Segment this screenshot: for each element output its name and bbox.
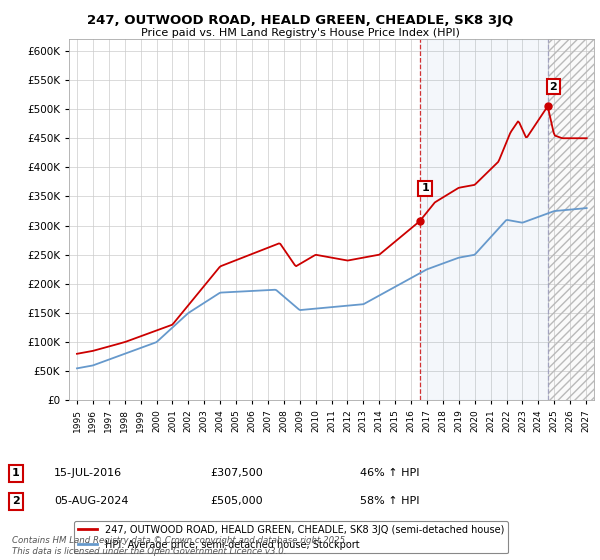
Text: 58% ↑ HPI: 58% ↑ HPI: [360, 496, 419, 506]
Bar: [419, 39, 548, 400]
Text: 05-AUG-2024: 05-AUG-2024: [54, 496, 128, 506]
Bar: [548, 39, 594, 400]
Bar: [548, 39, 594, 400]
Text: Price paid vs. HM Land Registry's House Price Index (HPI): Price paid vs. HM Land Registry's House …: [140, 28, 460, 38]
Text: 247, OUTWOOD ROAD, HEALD GREEN, CHEADLE, SK8 3JQ: 247, OUTWOOD ROAD, HEALD GREEN, CHEADLE,…: [87, 14, 513, 27]
Text: £505,000: £505,000: [210, 496, 263, 506]
Text: 46% ↑ HPI: 46% ↑ HPI: [360, 468, 419, 478]
Text: £307,500: £307,500: [210, 468, 263, 478]
Text: 1: 1: [421, 183, 429, 193]
Text: 1: 1: [12, 468, 20, 478]
Text: 15-JUL-2016: 15-JUL-2016: [54, 468, 122, 478]
Text: 2: 2: [549, 82, 557, 92]
Text: 2: 2: [12, 496, 20, 506]
Legend: 247, OUTWOOD ROAD, HEALD GREEN, CHEADLE, SK8 3JQ (semi-detached house), HPI: Ave: 247, OUTWOOD ROAD, HEALD GREEN, CHEADLE,…: [74, 521, 508, 553]
Text: Contains HM Land Registry data © Crown copyright and database right 2025.
This d: Contains HM Land Registry data © Crown c…: [12, 536, 348, 556]
